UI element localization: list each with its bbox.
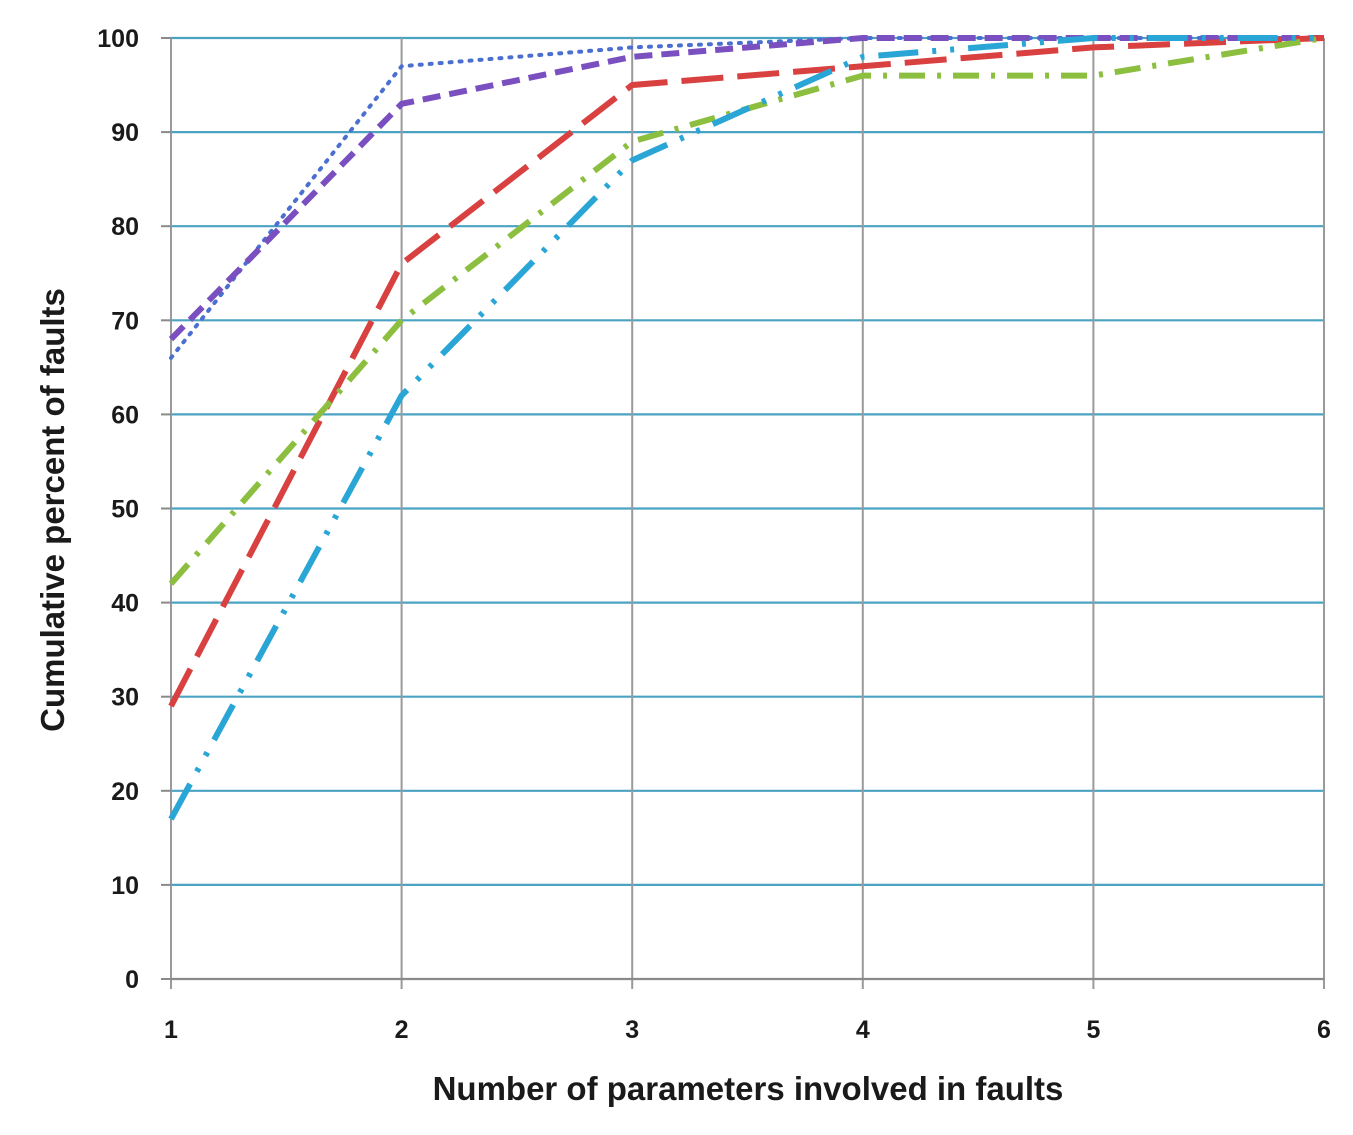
- y-tick-label: 90: [111, 119, 139, 147]
- y-tick-label: 50: [111, 496, 139, 524]
- x-tick-label: 2: [395, 1016, 409, 1044]
- y-tick-label: 60: [111, 401, 139, 429]
- series-line-5: [168, 35, 1324, 821]
- x-tick-label: 4: [856, 1016, 870, 1044]
- y-tick-label: 40: [111, 590, 139, 618]
- y-axis-title: Cumulative percent of faults: [34, 288, 71, 732]
- grid-lines: [170, 36, 1325, 989]
- x-tick-label: 5: [1086, 1016, 1100, 1044]
- y-tick-label: 10: [111, 872, 139, 900]
- y-tick-labels: 0 10 20 30 40 50 60 70 80 90 100: [97, 25, 139, 994]
- x-tick-label: 3: [625, 1016, 639, 1044]
- x-tick-label: 6: [1317, 1016, 1331, 1044]
- y-tick-label: 20: [111, 778, 139, 806]
- series-line-3: [168, 35, 1325, 708]
- y-tick-label: 0: [125, 966, 139, 994]
- x-tick-labels: 1 2 3 4 5 6: [164, 1016, 1331, 1044]
- x-axis-title: Number of parameters involved in faults: [433, 1070, 1064, 1107]
- y-tick-label: 100: [97, 25, 139, 53]
- x-tick-label: 1: [164, 1016, 178, 1044]
- y-tick-label: 80: [111, 213, 139, 241]
- y-tick-label: 70: [111, 307, 139, 335]
- series-lines: [168, 35, 1326, 821]
- axes: [161, 37, 1324, 981]
- y-tick-label: 30: [111, 684, 139, 712]
- series-line-2: [168, 35, 1324, 342]
- series-line-1: [169, 36, 1326, 360]
